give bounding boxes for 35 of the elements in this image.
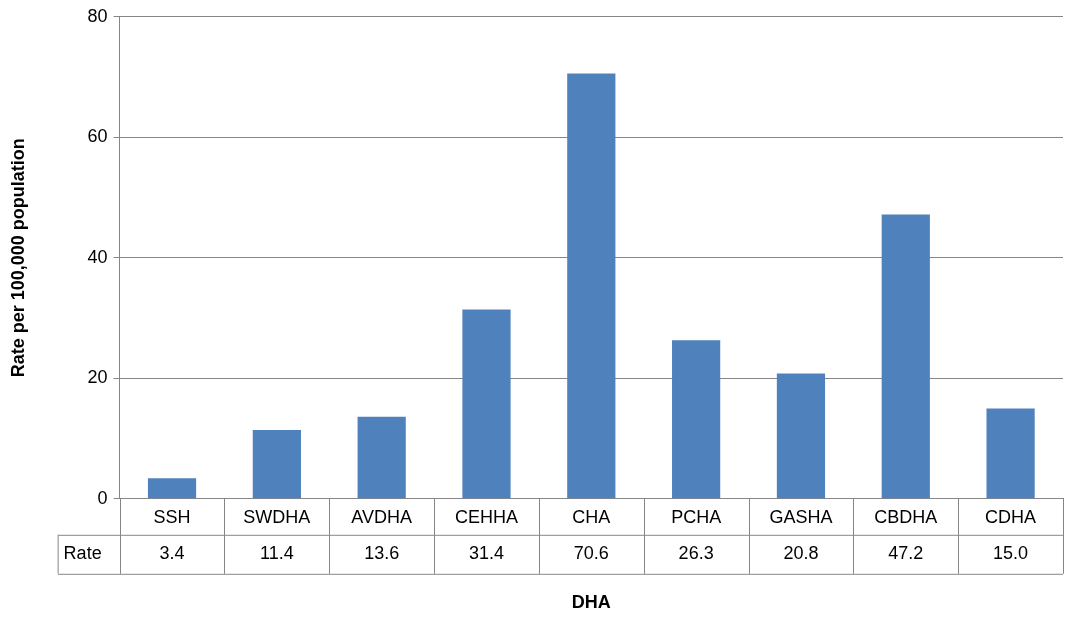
x-tick-label: GASHA	[769, 506, 833, 527]
y-tick-label: 20	[87, 367, 108, 388]
data-label: 11.4	[260, 543, 294, 564]
bar	[881, 214, 930, 499]
bar	[672, 340, 721, 499]
x-tick-label: CDHA	[985, 506, 1037, 527]
data-label: 13.6	[364, 543, 400, 564]
x-tick-label: SWDHA	[243, 506, 311, 527]
bar	[252, 430, 301, 499]
bar	[986, 408, 1035, 499]
bar	[567, 73, 616, 499]
x-tick-label: PCHA	[671, 506, 722, 527]
x-tick-label: SSH	[153, 506, 191, 527]
bar	[776, 373, 826, 499]
y-tick-label: 60	[87, 126, 108, 147]
data-label: 3.4	[159, 543, 185, 564]
x-axis-title: DHA	[571, 592, 611, 613]
y-axis-title: Rate per 100,000 population	[7, 138, 28, 378]
y-tick-label: 0	[97, 487, 108, 508]
x-tick-label: AVDHA	[351, 506, 413, 527]
y-tick-label: 80	[87, 5, 108, 26]
bar	[147, 478, 197, 499]
y-tick-label: 40	[87, 246, 108, 267]
data-label: 15.0	[993, 543, 1029, 564]
x-tick-label: CHA	[572, 506, 611, 527]
bar	[357, 416, 406, 499]
data-label: 70.6	[573, 543, 609, 564]
data-label: 20.8	[783, 543, 819, 564]
text: Rate	[63, 543, 102, 564]
x-tick-label: CEHHA	[454, 506, 518, 527]
x-tick-label: CBDHA	[874, 506, 938, 527]
bar	[462, 309, 511, 499]
data-label: 47.2	[888, 543, 924, 564]
data-label: 31.4	[468, 543, 505, 564]
data-label: 26.3	[678, 543, 714, 564]
